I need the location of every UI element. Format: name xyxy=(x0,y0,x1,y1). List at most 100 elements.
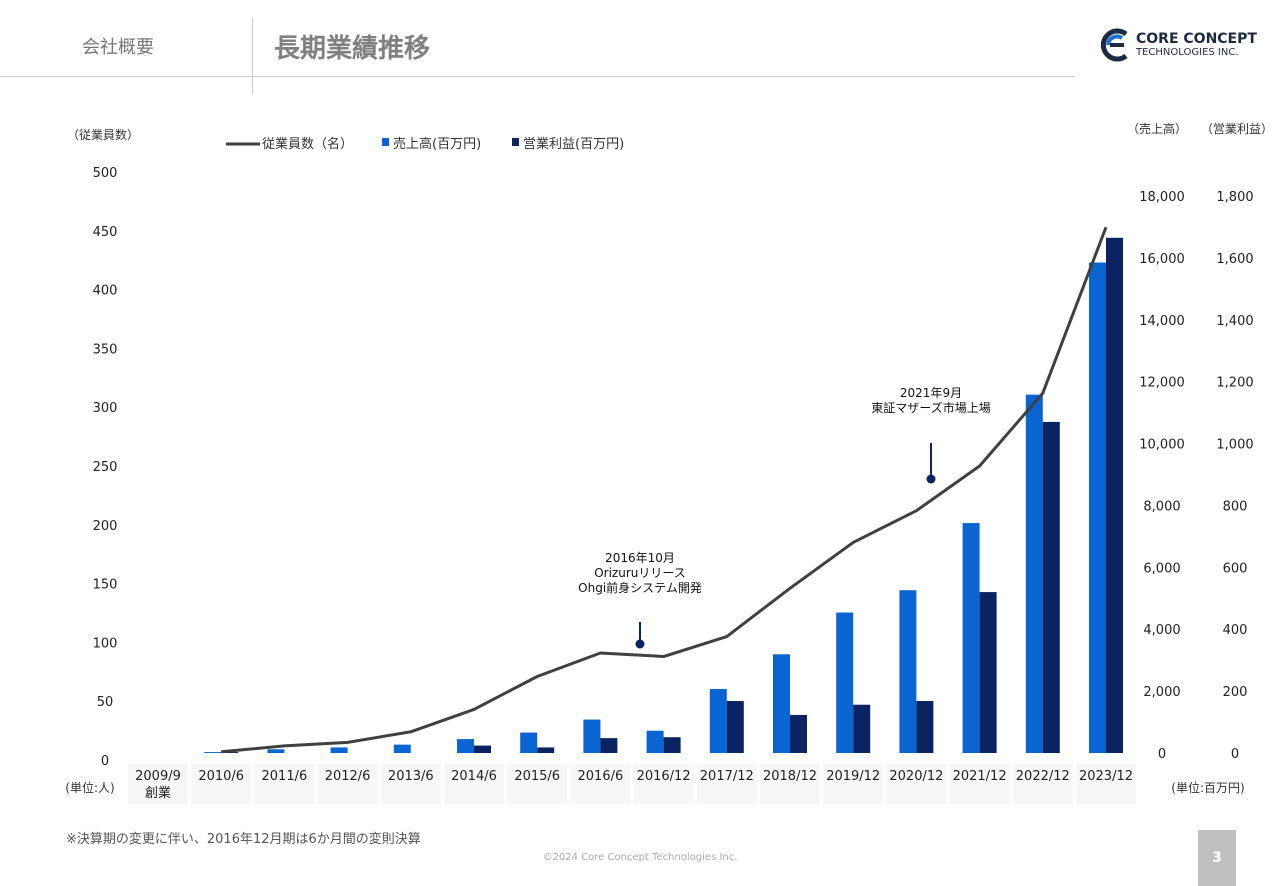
sales-tick-label: 8,000 xyxy=(1143,499,1180,514)
profit-bar xyxy=(221,752,239,753)
x-tick-label: 2015/6 xyxy=(514,769,560,784)
profit-bar xyxy=(790,714,807,753)
x-tick-label: 2017/12 xyxy=(700,769,754,784)
legend-profit-swatch xyxy=(512,138,519,146)
profit-tick-label: 800 xyxy=(1223,499,1248,514)
sales-tick-label: 10,000 xyxy=(1139,438,1185,453)
sales-tick-label: 4,000 xyxy=(1143,623,1180,638)
category-band xyxy=(317,764,378,804)
x-tick-label: 2013/6 xyxy=(388,769,434,784)
page-title: 長期業績推移 xyxy=(274,34,431,64)
sales-bar xyxy=(204,752,222,753)
company-logo: CORE CONCEPT TECHNOLOGIES INC. xyxy=(1098,28,1257,62)
profit-bar xyxy=(537,747,555,753)
logo-text-2: TECHNOLOGIES INC. xyxy=(1136,47,1239,58)
category-band xyxy=(760,764,820,804)
section-label: 会社概要 xyxy=(82,37,154,58)
profit-tick-label: 1,200 xyxy=(1216,376,1253,391)
x-tick-label: 2022/12 xyxy=(1016,769,1070,784)
profit-bar xyxy=(979,592,997,753)
profit-tick-label: 400 xyxy=(1223,623,1248,638)
legend: 従業員数（名） 売上高(百万円) 営業利益(百万円) xyxy=(226,136,624,152)
left-tick-label: 300 xyxy=(93,401,118,416)
left-axis-label: （従業員数） xyxy=(67,127,139,142)
profit-bar xyxy=(1106,237,1123,753)
sales-bar xyxy=(646,730,664,753)
annotation-text: Orizuruリリース xyxy=(594,566,686,580)
category-band xyxy=(696,764,757,804)
profit-bar xyxy=(916,701,934,753)
category-band xyxy=(1076,764,1136,804)
legend-profit: 営業利益(百万円) xyxy=(523,136,624,152)
legend-sales: 売上高(百万円) xyxy=(393,136,481,152)
sales-bar xyxy=(1089,262,1106,753)
x-tick-label: 2010/6 xyxy=(198,769,244,784)
sales-tick-label: 0 xyxy=(1158,747,1166,762)
category-band xyxy=(507,764,568,804)
header-divider xyxy=(252,18,253,94)
profit-tick-label: 1,600 xyxy=(1216,252,1253,267)
logo-text-1: CORE CONCEPT xyxy=(1136,31,1257,47)
category-band xyxy=(570,764,631,804)
sales-bar xyxy=(1025,394,1043,753)
x-tick-label: 2023/12 xyxy=(1079,769,1133,784)
sales-bar xyxy=(393,744,411,753)
right-unit: (単位:百万円) xyxy=(1171,780,1244,795)
profit-bar xyxy=(663,737,681,753)
category-band xyxy=(254,764,315,804)
sales-tick-label: 12,000 xyxy=(1139,376,1185,391)
profit-tick-label: 600 xyxy=(1223,561,1248,576)
x-tick-label: 2018/12 xyxy=(763,769,817,784)
category-band xyxy=(823,764,884,804)
left-tick-label: 150 xyxy=(93,578,118,593)
left-tick-label: 400 xyxy=(93,284,118,299)
profit-bar xyxy=(474,745,491,753)
x-tick-label: 2009/9 xyxy=(135,769,181,784)
x-tick-label: 2020/12 xyxy=(889,769,943,784)
legend-sales-swatch xyxy=(382,138,389,146)
category-band xyxy=(633,764,694,804)
left-tick-label: 500 xyxy=(93,166,118,181)
annotation-text: 東証マザーズ市場上場 xyxy=(871,400,990,415)
left-tick-label: 200 xyxy=(93,519,118,534)
sales-bar xyxy=(330,747,348,753)
left-tick-label: 350 xyxy=(93,342,118,357)
annotation-text: Ohgi前身システム開発 xyxy=(578,580,702,595)
profit-bar xyxy=(1042,421,1060,753)
annotation-text: 2016年10月 xyxy=(605,551,675,565)
category-band xyxy=(128,764,188,804)
annotation-dot xyxy=(926,474,936,484)
category-band xyxy=(1012,764,1073,804)
profit-axis-label: （営業利益） xyxy=(1201,122,1273,136)
category-band xyxy=(886,764,947,804)
x-tick-label: 2016/6 xyxy=(578,769,624,784)
sales-tick-label: 14,000 xyxy=(1139,314,1185,329)
annotation-dot xyxy=(635,639,645,649)
left-tick-label: 50 xyxy=(97,695,114,710)
category-band xyxy=(191,764,252,804)
sales-bar xyxy=(773,654,790,753)
x-tick-label: 2016/12 xyxy=(637,769,691,784)
profit-bar xyxy=(600,738,618,753)
sales-axis-label: （売上高） xyxy=(1127,121,1187,136)
left-unit: (単位:人) xyxy=(65,780,114,795)
sales-bar xyxy=(836,612,854,753)
x-tick-label: 創業 xyxy=(145,785,171,801)
profit-bar xyxy=(853,704,871,753)
copyright: ©2024 Core Concept Technologies Inc. xyxy=(542,852,738,863)
left-tick-label: 250 xyxy=(93,460,118,475)
sales-bar xyxy=(520,732,538,753)
x-tick-label: 2019/12 xyxy=(826,769,880,784)
legend-employees: 従業員数（名） xyxy=(262,136,353,152)
employees-line xyxy=(221,226,1108,754)
header-rule xyxy=(0,76,1075,77)
sales-tick-label: 2,000 xyxy=(1143,685,1180,700)
category-band xyxy=(949,764,1010,804)
profit-tick-label: 200 xyxy=(1223,685,1248,700)
logo-mark-icon xyxy=(1100,28,1128,62)
sales-bar xyxy=(709,688,727,753)
left-tick-label: 100 xyxy=(93,636,118,651)
sales-bar xyxy=(267,749,285,753)
footnote: ※決算期の変更に伴い、2016年12月期は6か月間の変則決算 xyxy=(66,832,421,847)
